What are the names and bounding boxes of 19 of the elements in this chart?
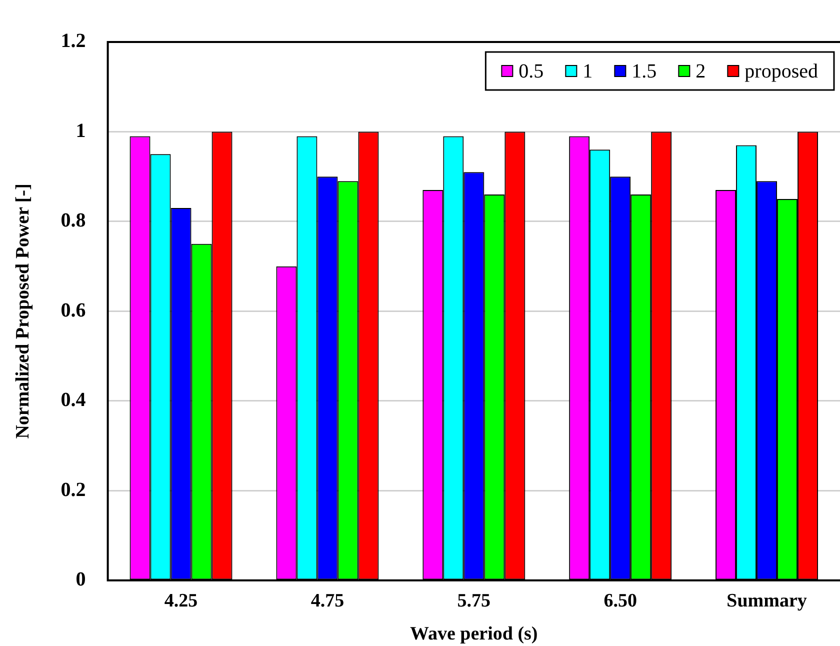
y-axis-title: Normalized Proposed Power [-]: [12, 184, 34, 439]
legend-label: 1.5: [632, 60, 657, 82]
y-tick-label: 1: [76, 120, 86, 142]
legend-label: proposed: [744, 60, 818, 82]
x-tick-label: 5.75: [457, 590, 491, 612]
x-tick-label: 6.50: [604, 590, 637, 612]
x-tick-label: Summary: [726, 590, 808, 612]
legend-label: 2: [696, 60, 706, 82]
x-tick-label: 4.25: [164, 590, 198, 612]
legend-label: 1: [582, 60, 593, 82]
y-tick-label: 0.2: [60, 478, 86, 501]
x-tick-label: 4.75: [310, 590, 344, 612]
x-axis-title: Wave period (s): [410, 624, 538, 645]
y-tick-label: 0.8: [60, 210, 86, 232]
y-tick-label: 0.4: [60, 389, 86, 412]
legend-label: 0.5: [518, 60, 544, 82]
y-tick-label: 1.2: [60, 30, 86, 52]
y-tick-label: 0.6: [60, 299, 86, 322]
y-tick-label: 0: [76, 568, 86, 591]
